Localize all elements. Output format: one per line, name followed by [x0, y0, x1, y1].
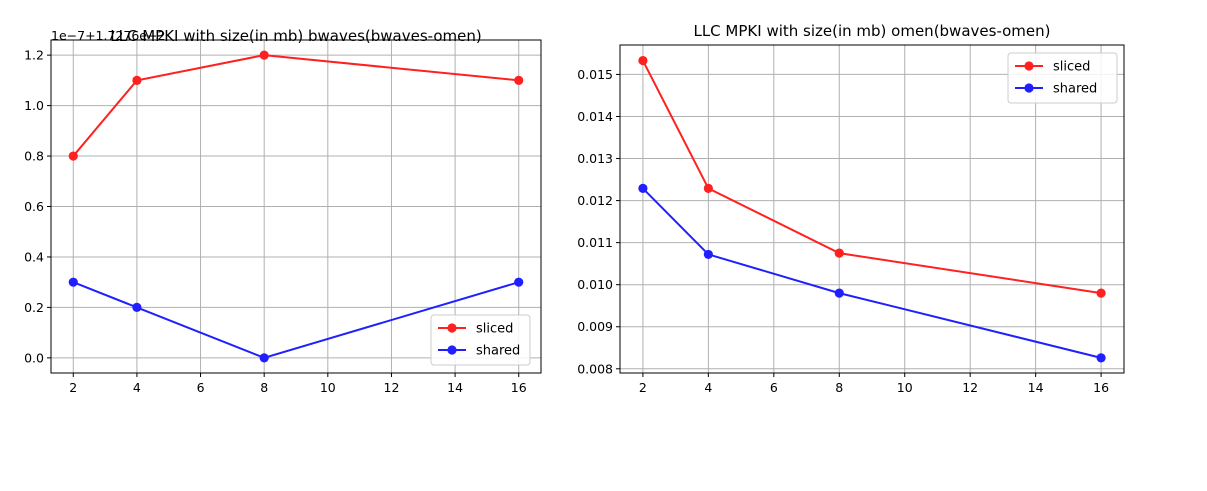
data-point-sliced — [703, 183, 713, 193]
data-point-sliced — [259, 50, 269, 60]
y-tick-label: 1.0 — [24, 98, 44, 113]
x-tick-label: 2 — [69, 380, 77, 395]
x-tick-label: 16 — [511, 380, 527, 395]
x-tick-label: 6 — [197, 380, 205, 395]
legend-label-shared: shared — [476, 344, 520, 359]
x-tick-label: 4 — [133, 380, 141, 395]
data-point-shared — [1096, 353, 1106, 363]
x-tick-label: 14 — [447, 380, 463, 395]
data-point-shared — [259, 353, 269, 363]
y-tick-label: 0.012 — [577, 193, 613, 208]
x-tick-label: 14 — [1028, 380, 1044, 395]
x-tick-label: 12 — [962, 380, 978, 395]
data-point-sliced — [68, 151, 78, 161]
chart-omen: 2 4 6 8 10 12 14 16 0.008 0.009 0.010 0.011 0.012 0.0… — [577, 22, 1125, 395]
data-point-sliced — [1096, 288, 1106, 298]
y-tick-label: 0.011 — [577, 235, 613, 250]
x-tick-label: 6 — [770, 380, 778, 395]
data-point-shared — [638, 183, 648, 193]
data-point-sliced — [132, 75, 142, 85]
legend-label-shared: shared — [1053, 82, 1097, 97]
y-tick-label: 0.6 — [24, 199, 44, 214]
data-point-shared — [68, 277, 78, 287]
data-point-sliced — [514, 75, 524, 85]
series-line-shared — [72, 281, 520, 359]
y-tick-label: 0.2 — [24, 300, 44, 315]
y-offset-label: 1e−7+1.7276e−2 — [51, 28, 165, 43]
y-tick-label: 0.009 — [577, 319, 613, 334]
legend: sliced shared — [430, 314, 531, 366]
legend-marker-sliced — [1024, 61, 1034, 71]
x-tick-label: 8 — [260, 380, 268, 395]
series-line-sliced — [642, 60, 1102, 295]
x-tick-label: 16 — [1093, 380, 1109, 395]
y-tick-label: 0.014 — [577, 109, 613, 124]
y-tick-label: 0.015 — [577, 67, 613, 82]
data-point-shared — [514, 277, 524, 287]
x-tick-label: 10 — [897, 380, 913, 395]
series-line-shared — [642, 187, 1102, 359]
chart-title: LLC MPKI with size(in mb) bwaves(bwaves-… — [110, 27, 481, 45]
legend-label-sliced: sliced — [476, 322, 513, 337]
y-tick-label: 0.4 — [24, 249, 44, 264]
x-tick-label: 2 — [639, 380, 647, 395]
data-point-sliced — [834, 248, 844, 258]
chart-bwaves: 2 4 6 8 10 12 14 16 0.0 0.2 0.4 0.6 0.8 1.0 1.2 1e−7+1.… — [24, 27, 542, 395]
x-tick-label: 10 — [320, 380, 336, 395]
y-tick-label: 0.0 — [24, 350, 44, 365]
data-point-sliced — [638, 55, 648, 66]
x-tick-label: 12 — [384, 380, 400, 395]
series-line-sliced — [72, 54, 519, 157]
x-tick-label: 4 — [704, 380, 712, 395]
data-point-shared — [703, 249, 713, 260]
x-tick-label: 8 — [835, 380, 843, 395]
y-tick-label: 0.010 — [577, 277, 613, 292]
legend-marker-shared — [447, 345, 457, 355]
data-point-shared — [834, 288, 844, 298]
legend-label-sliced: sliced — [1053, 60, 1090, 75]
legend-marker-shared — [1024, 83, 1034, 93]
y-tick-label: 1.2 — [24, 48, 44, 63]
plot-frame — [619, 44, 1125, 374]
y-tick-label: 0.008 — [577, 361, 613, 376]
chart-title: LLC MPKI with size(in mb) omen(bwaves-om… — [693, 22, 1050, 40]
data-point-shared — [132, 302, 142, 313]
y-tick-label: 0.8 — [24, 149, 44, 164]
legend-marker-sliced — [447, 323, 457, 333]
y-tick-label: 0.013 — [577, 151, 613, 166]
legend: sliced shared — [1007, 52, 1118, 104]
